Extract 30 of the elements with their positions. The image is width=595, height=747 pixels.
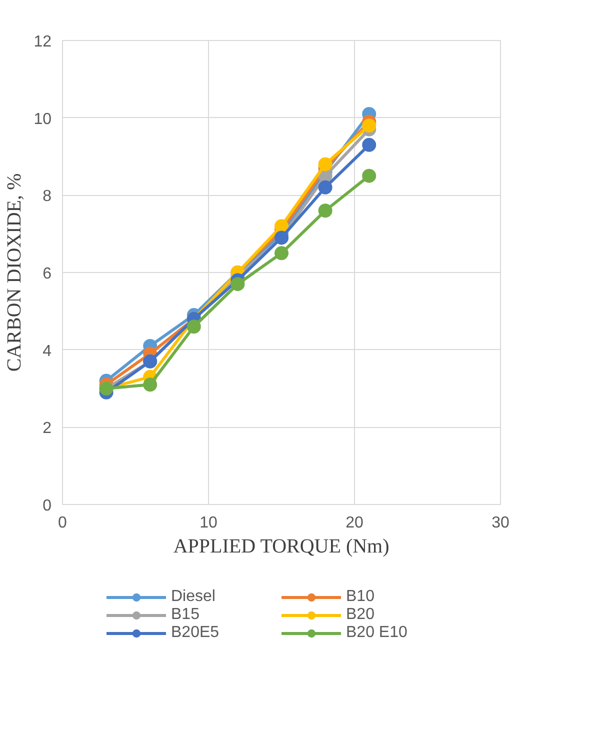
y-tick-label: 2 (42, 420, 52, 438)
y-tick-label: 0 (42, 498, 52, 514)
y-tick-label: 8 (42, 188, 52, 206)
point (318, 157, 332, 172)
y-tick-label: 12 (34, 34, 52, 50)
point (362, 138, 376, 152)
x-tick-label: 30 (492, 514, 510, 532)
legend-label: B20E5 (171, 624, 220, 642)
point (274, 246, 288, 260)
legend-label: B20 (346, 606, 376, 624)
point (318, 180, 332, 194)
x-axis-title: APPLIED TORQUE (Nm) (173, 536, 390, 558)
point (318, 204, 332, 218)
y-tick-label: 4 (42, 342, 52, 360)
legend-label: Diesel (171, 588, 216, 606)
point (143, 378, 158, 392)
y-tick-label: 6 (42, 266, 52, 282)
point (230, 277, 245, 292)
x-tick-label: 20 (346, 514, 364, 532)
legend-label: B20 E10 (346, 624, 408, 642)
y-tick-label: 10 (34, 110, 52, 128)
x-tick-label: 10 (200, 514, 218, 532)
point (186, 320, 201, 334)
point (274, 219, 288, 234)
point (362, 168, 376, 183)
y-axis-title: CARBON DIOXIDE, % (4, 173, 26, 372)
point (362, 118, 376, 133)
legend-label: B10 (346, 588, 376, 606)
x-tick-label: 0 (58, 514, 68, 532)
legend-label: B15 (171, 606, 200, 624)
